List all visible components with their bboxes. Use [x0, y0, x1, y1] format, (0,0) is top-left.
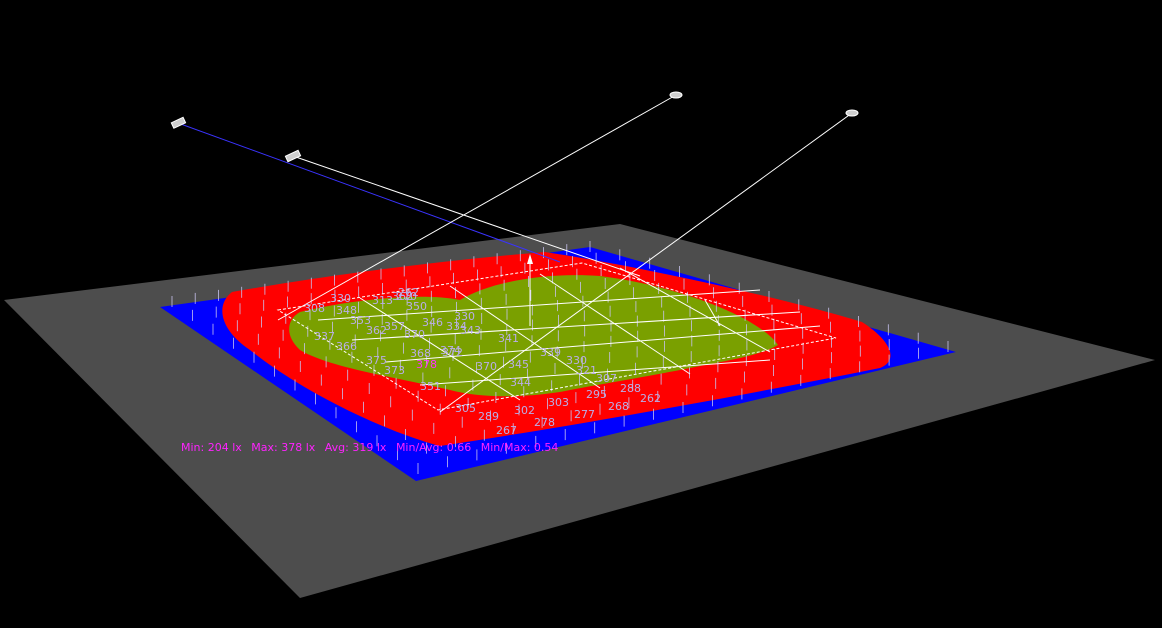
grid-value-label: 305 — [455, 402, 476, 415]
grid-value-label: 321 — [576, 364, 597, 377]
grid-value-label: 270 — [396, 290, 417, 303]
grid-value-label: 370 — [476, 360, 497, 373]
luminaire-2 — [284, 149, 302, 163]
grid-value-label: 334 — [446, 320, 467, 333]
grid-value-label: 313 — [372, 294, 393, 307]
stat-min: Min: 204 lx — [181, 441, 242, 454]
grid-value-label: 289 — [478, 410, 499, 423]
grid-value-label: 357 — [384, 320, 405, 333]
zone-high-green — [289, 275, 778, 397]
stat-min-avg: Min/Avg: 0.66 — [395, 441, 472, 454]
grid-value-label: 344 — [510, 376, 531, 389]
grid-value-label: 375 — [366, 354, 387, 367]
grid-value-label: 343 — [460, 324, 481, 337]
grid-value-label: 268 — [608, 400, 629, 413]
grid-value-label: 341 — [498, 332, 519, 345]
statistics-readout: Min: 204 lx Max: 378 lx Avg: 319 lx Min/… — [181, 441, 564, 454]
grid-value-label: 288 — [620, 382, 641, 395]
grid-value-label: 339 — [540, 346, 561, 359]
illuminance-values: 3783753743733723703703683663623623573533… — [304, 286, 661, 437]
grid-value-label: 368 — [410, 347, 431, 360]
grid-value-label: 362 — [366, 324, 387, 337]
luminaires — [170, 91, 859, 163]
grid-value-label: 378 — [416, 358, 437, 371]
stat-max: Max: 378 lx — [251, 441, 316, 454]
grid-value-label: 278 — [534, 416, 555, 429]
grid-value-label: 303 — [548, 396, 569, 409]
grid-value-label: 372 — [442, 346, 463, 359]
luminaire-4 — [845, 109, 859, 117]
grid-value-label: 346 — [422, 316, 443, 329]
grid-value-label: 345 — [508, 358, 529, 371]
grid-value-label: 362 — [392, 290, 413, 303]
grid-value-label: 262 — [398, 286, 419, 299]
grid-value-label: 262 — [640, 392, 661, 405]
grid-value-label: 373 — [384, 364, 405, 377]
grid-value-label: 330 — [330, 292, 351, 305]
grid-value-label: 295 — [586, 388, 607, 401]
grid-value-label: 337 — [314, 330, 335, 343]
grid-value-label: 307 — [596, 372, 617, 385]
grid-value-label: 374 — [440, 344, 461, 357]
grid-value-label: 277 — [574, 408, 595, 421]
grid-value-label: 267 — [496, 424, 517, 437]
stat-avg: Avg: 319 lx — [324, 441, 387, 454]
grid-value-label: 302 — [514, 404, 535, 417]
grid-value-label: 350 — [406, 300, 427, 313]
light-beams — [177, 94, 853, 413]
grid-value-label: 348 — [336, 304, 357, 317]
grid-value-label: 308 — [304, 302, 325, 315]
grid-value-label: 330 — [454, 310, 475, 323]
luminaire-3 — [669, 91, 683, 99]
grid-value-label: 353 — [350, 314, 371, 327]
grid-value-label: 370 — [404, 328, 425, 341]
grid-value-label: 351 — [420, 380, 441, 393]
field-boundary-lines — [276, 262, 837, 411]
stat-min-max: Min/Max: 0.54 — [480, 441, 559, 454]
grid-value-label: 330 — [566, 354, 587, 367]
luminaire-1 — [170, 116, 187, 129]
grid-value-label: 366 — [336, 340, 357, 353]
